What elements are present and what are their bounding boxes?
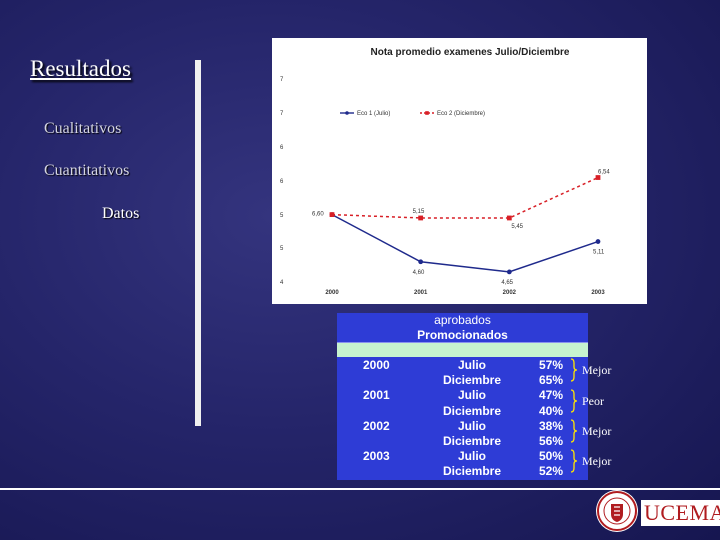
row-period: Julio <box>457 388 486 403</box>
x-tick-label: 2003 <box>591 290 605 296</box>
table-row: Diciembre 56% <box>337 434 588 449</box>
brace-icon <box>570 389 578 413</box>
table-row: Diciembre 65% <box>337 373 588 388</box>
legend-marker <box>425 111 429 115</box>
x-tick-label: 2002 <box>503 290 517 296</box>
row-period: Diciembre <box>442 464 502 479</box>
table-row: Diciembre 40% <box>337 404 588 419</box>
brace-icon <box>570 449 578 473</box>
data-label: 5,45 <box>511 224 523 230</box>
legend-marker <box>345 111 349 115</box>
y-tick-label: 4 <box>280 280 284 286</box>
y-tick-label: 6 <box>280 179 284 185</box>
row-percentage: 47% <box>539 388 564 403</box>
table-row: 2000 Julio 57% <box>337 358 588 373</box>
nav-item-cuantitativos[interactable]: Cuantitativos <box>44 162 130 179</box>
data-point <box>418 259 424 265</box>
row-year: 2003 <box>363 449 390 464</box>
data-label: 4,60 <box>413 270 425 276</box>
y-tick-label: 7 <box>280 77 284 83</box>
results-table: aprobados Promocionados 2000 Julio 57% Dici… <box>337 313 588 480</box>
row-period: Julio <box>457 418 486 433</box>
brace-icon <box>570 358 578 382</box>
row-percentage: 52% <box>539 464 564 479</box>
data-point <box>506 215 512 221</box>
table-rule <box>337 342 588 343</box>
brand-logo: UCEMA <box>641 500 720 526</box>
legend-label: Eco 1 (Julio) <box>357 111 390 117</box>
row-period: Diciembre <box>442 403 502 418</box>
data-label: 6,60 <box>312 212 324 218</box>
table-header-promocionados: Promocionados <box>417 328 508 342</box>
data-label: 5,11 <box>593 250 605 256</box>
row-period: Julio <box>457 449 486 464</box>
y-tick-label: 5 <box>280 213 284 219</box>
comparison-note: Mejor <box>582 424 612 438</box>
row-period: Diciembre <box>442 434 502 448</box>
data-point <box>329 212 335 217</box>
table-row: Diciembre 52% <box>337 464 588 479</box>
y-tick-label: 5 <box>280 246 284 252</box>
data-point <box>595 239 601 244</box>
line-chart: Nota promedio examenes Julio/Diciembre 4… <box>272 38 647 304</box>
data-point <box>418 215 424 221</box>
section-title: Resultados <box>30 56 131 81</box>
data-label: 6,54 <box>598 170 610 176</box>
row-percentage: 38% <box>539 418 564 433</box>
nav-subitem-datos[interactable]: Datos <box>102 205 140 222</box>
series-line <box>331 176 599 219</box>
row-percentage: 56% <box>539 434 564 448</box>
table-highlight-band <box>337 343 588 357</box>
row-percentage: 65% <box>539 373 564 388</box>
university-seal-icon <box>596 490 638 532</box>
comparison-note: Peor <box>582 394 604 408</box>
row-percentage: 57% <box>539 358 564 372</box>
brace-icon <box>570 419 578 443</box>
table-row: 2003 Julio 50% <box>337 449 588 464</box>
data-point <box>506 269 512 275</box>
series-line <box>331 213 599 273</box>
nav-item-cualitativos[interactable]: Cualitativos <box>44 120 122 137</box>
table-row: 2002 Julio 38% <box>337 419 588 434</box>
comparison-note: Mejor <box>582 454 612 468</box>
x-tick-label: 2001 <box>414 290 428 296</box>
y-tick-label: 6 <box>280 145 284 151</box>
footer-line <box>0 488 720 490</box>
table-header-aprobados: aprobados <box>434 313 491 327</box>
data-label: 5,15 <box>413 209 425 215</box>
row-percentage: 50% <box>539 449 564 464</box>
x-tick-label: 2000 <box>325 290 339 296</box>
row-period: Julio <box>457 358 486 372</box>
chart-title: Nota promedio examenes Julio/Diciembre <box>371 47 570 58</box>
vertical-divider <box>195 60 201 426</box>
row-year: 2001 <box>363 388 390 403</box>
comparison-note: Mejor <box>582 363 612 377</box>
row-period: Diciembre <box>442 373 502 388</box>
y-tick-label: 7 <box>280 111 284 117</box>
row-percentage: 40% <box>539 403 564 418</box>
legend-label: Eco 2 (Diciembre) <box>437 111 485 117</box>
table-row: 2001 Julio 47% <box>337 388 588 403</box>
data-label: 4,65 <box>501 280 513 286</box>
row-year: 2002 <box>363 418 390 433</box>
data-point <box>595 175 601 180</box>
row-year: 2000 <box>363 358 390 372</box>
